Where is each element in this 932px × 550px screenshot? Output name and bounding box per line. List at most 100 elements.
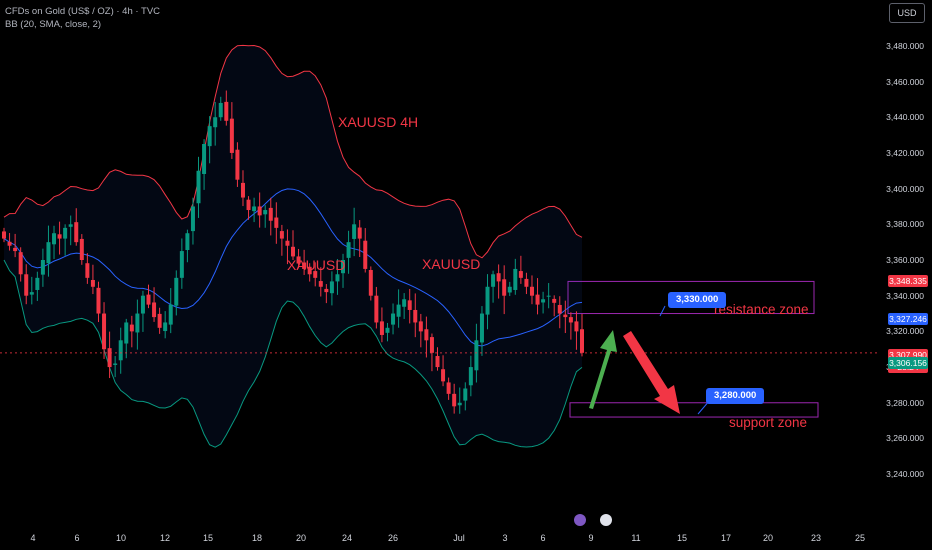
candle-body [274,217,279,228]
candle-body [341,260,346,274]
currency-button[interactable]: USD [889,3,925,23]
candle-body [324,288,329,293]
candle-body [402,299,407,307]
time-tick-label: 10 [115,533,127,543]
symbol-title[interactable]: CFDs on Gold (US$ / OZ) · 4h · TVC [5,6,161,17]
indicator-legend[interactable]: BB (20, SMA, close, 2) [5,19,102,30]
candle-body [468,367,473,386]
label-annotation-1[interactable]: XAUUSD [287,257,346,273]
candle-body [224,101,229,121]
candle-body [552,298,557,303]
candle-body [385,327,390,333]
candle-body [163,322,168,332]
candle-body [479,313,484,343]
candle-body [140,295,145,314]
candle-body [129,324,134,332]
time-tick-label: 20 [295,533,307,543]
bb-upper-line [3,44,583,259]
candle-body [396,304,401,317]
time-tick-label: 25 [854,533,866,543]
candle-body [240,182,245,198]
candle-body [24,274,29,296]
price-tick-label: 3,260.000 [886,433,924,444]
annotation-layer [0,305,880,415]
time-tick-label: 17 [720,533,732,543]
support-price-callout[interactable]: 3,280.000 [706,388,765,404]
candle-body [179,251,184,278]
time-tick-label: 15 [202,533,214,543]
candle-body [580,329,584,353]
support-zone-box [569,402,819,418]
candle-body [335,274,340,282]
candle-body [40,260,45,275]
price-tick-label: 3,320.000 [886,326,924,337]
candle-body [185,233,190,251]
candle-body [568,317,573,323]
candle-body [291,246,295,257]
candle-body [2,231,6,239]
time-tick-label: 12 [159,533,171,543]
candle-body [157,313,162,328]
candle-body [57,234,62,239]
candle-body [518,271,523,278]
price-tag[interactable]: 3,348.335 [888,274,928,287]
us-flag-event-icon[interactable] [600,514,612,526]
candle-body [218,102,223,118]
price-tick-label: 3,280.000 [886,397,924,408]
candle-body [329,281,334,294]
candle-body [246,199,251,211]
price-tick-label: 3,340.000 [886,290,924,301]
time-tick-label: 9 [588,533,594,543]
bb-basis-line [3,188,583,347]
candle-body [418,321,423,332]
candle-body [296,256,301,264]
candle-body [502,279,507,296]
label-annotation-2[interactable]: XAUUSD [422,256,481,272]
candle-body [513,268,518,290]
candle-body [313,271,318,278]
price-tick-label: 3,400.000 [886,183,924,194]
candle-body [90,279,95,287]
candle-body [124,322,129,344]
candle-body [391,313,396,325]
candle-body [118,340,123,361]
candle-body [257,206,262,216]
resistance-price-callout[interactable]: 3,330.000 [668,292,727,308]
candle-body [541,299,546,303]
candle-body [318,281,323,287]
candles-layer [2,90,584,414]
candle-body [213,117,218,128]
lightning-event-icon[interactable] [574,514,586,526]
candle-body [546,295,551,297]
support-zone-label[interactable]: support zone [729,415,808,430]
zones-layer [567,280,819,418]
candle-body [357,227,362,239]
candle-body [29,292,34,295]
resistance-zone-label[interactable]: resistance zone [714,302,809,317]
time-tick-label: 18 [251,533,263,543]
price-tag[interactable]: 3,327.246 [888,312,928,325]
price-tag[interactable]: 3,306.156 [888,356,928,369]
time-tick-label: 23 [810,533,822,543]
chart-title-annotation[interactable]: XAUUSD 4H [338,114,419,130]
candle-body [146,294,151,305]
candle-body [263,210,268,215]
time-tick-label: 20 [762,533,774,543]
time-tick-label: 3 [502,533,508,543]
price-tick-label: 3,440.000 [886,112,924,123]
callout-pointer [659,305,666,317]
candle-body [13,247,18,252]
candle-body [85,263,90,278]
candle-body [18,252,23,275]
candle-body [452,393,457,407]
price-tick-label: 3,480.000 [886,40,924,51]
candle-body [74,222,79,243]
candle-body [407,300,412,310]
candle-body [413,309,418,323]
candle-body [302,262,307,269]
candle-body [279,231,284,239]
candle-body [113,363,118,365]
candle-body [363,240,368,269]
candle-body [446,382,451,394]
